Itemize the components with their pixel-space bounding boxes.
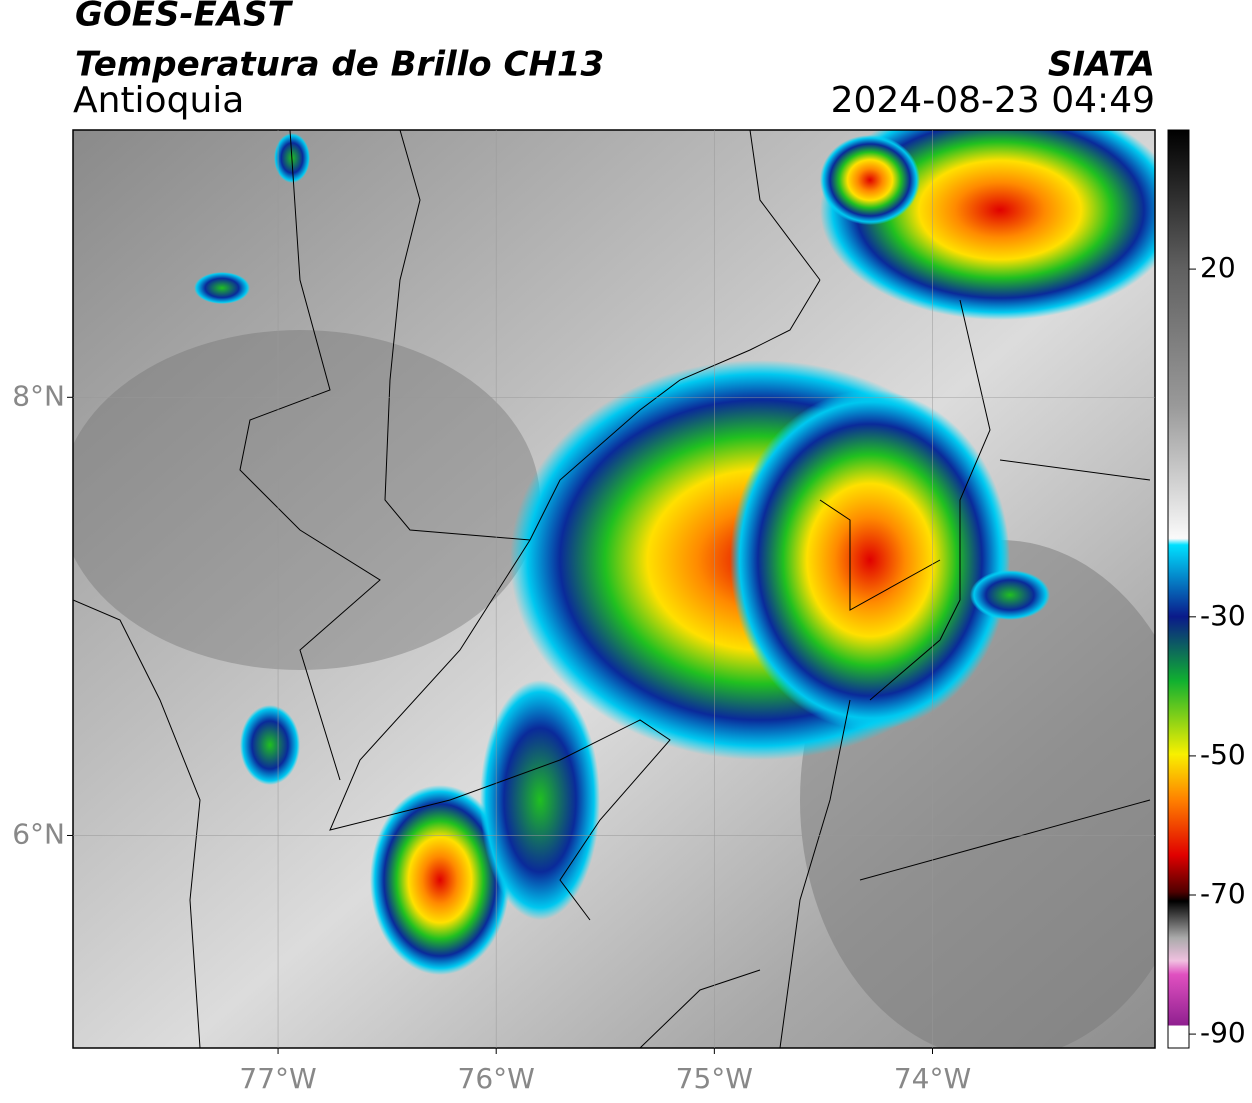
region: Antioquia bbox=[73, 80, 244, 121]
subtitle: Temperatura de Brillo CH13 bbox=[75, 45, 604, 85]
timestamp: 2024-08-23 04:49 bbox=[831, 80, 1155, 121]
storm bbox=[970, 570, 1050, 620]
storm bbox=[240, 705, 300, 785]
storm bbox=[194, 272, 250, 304]
x-tick-label: 75°W bbox=[676, 1062, 753, 1095]
storm bbox=[480, 680, 600, 920]
colorbar-tick-label: -30 bbox=[1200, 599, 1246, 632]
colorbar-tick-label: -50 bbox=[1200, 738, 1246, 771]
source: SIATA bbox=[1048, 45, 1155, 85]
borders bbox=[73, 130, 1151, 1048]
colorbar-tick-label: -70 bbox=[1200, 877, 1246, 910]
title: GOES-EAST bbox=[75, 0, 294, 35]
colorbar bbox=[1167, 129, 1190, 1049]
colorbar-tick-label: 20 bbox=[1200, 251, 1236, 284]
map-frame bbox=[72, 129, 1156, 1049]
y-tick-label: 8°N bbox=[12, 379, 65, 412]
storm bbox=[730, 390, 1010, 730]
x-tick-label: 76°W bbox=[458, 1062, 535, 1095]
storm bbox=[820, 135, 920, 225]
storm bbox=[370, 785, 510, 975]
x-tick-label: 74°W bbox=[894, 1062, 971, 1095]
map-image bbox=[73, 130, 1155, 1048]
x-tick-label: 77°W bbox=[239, 1062, 316, 1095]
cloud-field bbox=[73, 330, 540, 670]
colorbar-tick-label: -90 bbox=[1200, 1016, 1246, 1049]
y-tick-label: 6°N bbox=[12, 817, 65, 850]
